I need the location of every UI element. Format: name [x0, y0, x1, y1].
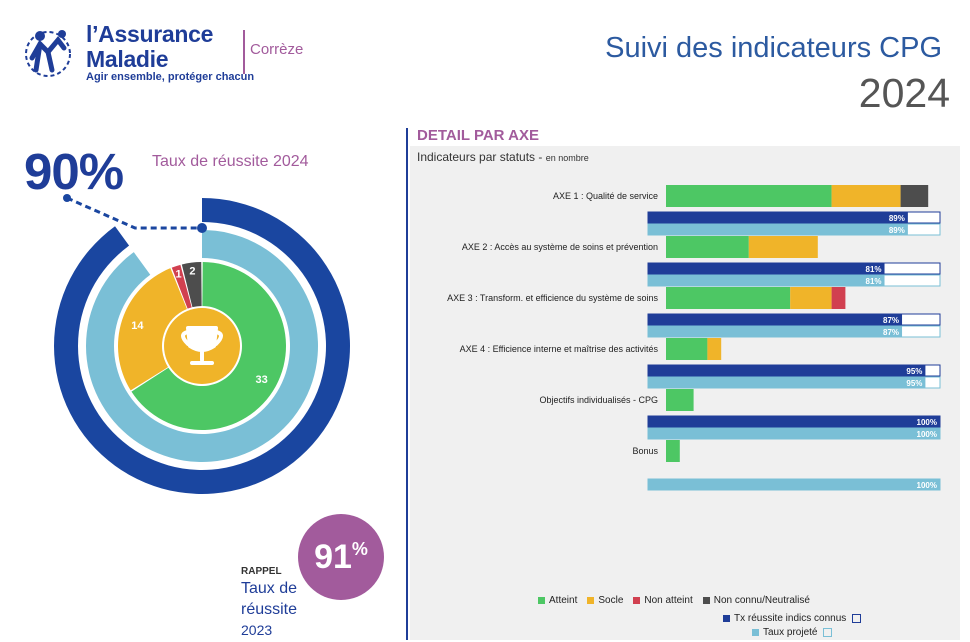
- legend-label: Non atteint: [644, 595, 693, 606]
- panel-subtitle-unit: en nombre: [545, 153, 589, 163]
- rate-tp-bar-3: [648, 377, 926, 388]
- panel-subtitle: Indicateurs par statuts - en nombre: [417, 150, 589, 164]
- success-rate-label: Taux de réussite 2024: [152, 153, 309, 170]
- bar-2-1: [790, 287, 832, 309]
- rappel-label-line-2: réussite 2023: [241, 599, 331, 641]
- rate-tx-bar-0: [648, 212, 908, 223]
- category-label: AXE 3 : Transform. et efficience du syst…: [447, 293, 658, 303]
- rappel-rate-value: 91: [314, 537, 352, 576]
- legend-item-socle: Socle: [587, 595, 623, 606]
- trophy-base: [190, 350, 214, 365]
- rate-tx-bar-4: [648, 416, 940, 427]
- bar-0-3: [900, 185, 929, 207]
- rate-tp-bar-4: [648, 428, 940, 439]
- brand-name-line-1: l’Assurance: [86, 21, 214, 47]
- brand-name: l’Assurance Maladie: [86, 22, 213, 72]
- success-rate-value: 90%: [24, 143, 124, 200]
- rappel-title: RAPPEL: [241, 566, 282, 577]
- category-label: Objectifs individualisés - CPG: [539, 395, 658, 405]
- rate-tx-label-2: 87%: [883, 316, 899, 325]
- rappel-year: 2023: [241, 622, 273, 638]
- bar-3-1: [707, 338, 722, 360]
- page-title: Suivi des indicateurs CPG: [605, 32, 942, 64]
- rate-tp-bar-1: [648, 275, 885, 286]
- rate-tp-bar-0: [648, 224, 908, 235]
- rate-tp-label-5: 100%: [917, 481, 937, 490]
- bar-chart-legend: Atteint Socle Non atteint Non connu/Neut…: [538, 595, 820, 606]
- panel-title: DETAIL PAR AXE: [417, 127, 539, 144]
- slice-label-0: 33: [255, 374, 267, 386]
- slice-label-3: 2: [189, 266, 195, 278]
- legend-item-tx-connus: Tx réussite indics connus: [723, 613, 862, 624]
- rate-tp-label-3: 95%: [906, 379, 922, 388]
- brand-logo-icon: [25, 30, 71, 77]
- trophy-handles: [181, 330, 223, 346]
- bar-3-0: [666, 338, 708, 360]
- rate-leader-line: [66, 196, 202, 230]
- slice-label-2: 1: [175, 269, 181, 281]
- bar-2-0: [666, 287, 791, 309]
- rate-tp-bar-2: [648, 326, 903, 337]
- bar-0-0: [666, 185, 832, 207]
- panel-subtitle-text: Indicateurs par statuts -: [417, 150, 546, 164]
- rate-tx-label-0: 89%: [889, 214, 905, 223]
- brand-department: Corrèze: [250, 41, 304, 58]
- brand-tagline: Agir ensemble, protéger chacun: [86, 71, 255, 83]
- brand-divider: [243, 30, 245, 74]
- rate-tx-label-3: 95%: [906, 367, 922, 376]
- category-label: AXE 1 : Qualité de service: [553, 191, 658, 201]
- rate-tx-bar-3: [648, 365, 926, 376]
- bar-4-0: [666, 389, 694, 411]
- legend-item-taux-projete: Taux projeté: [752, 627, 833, 638]
- rappel-rate-suffix: %: [351, 538, 368, 559]
- category-label: Bonus: [632, 446, 658, 456]
- slice-label-1: 14: [131, 320, 144, 332]
- rate-tx-label-4: 100%: [917, 418, 937, 427]
- rappel-rate-badge: 91%: [298, 514, 384, 600]
- rate-tp-bar-5: [648, 479, 940, 490]
- slice-3: [181, 262, 202, 308]
- category-label: AXE 4 : Efficience interne et maîtrise d…: [460, 344, 659, 354]
- panel-divider: [406, 128, 408, 640]
- rate-tx-bar-1: [648, 263, 885, 274]
- legend-item-non-atteint: Non atteint: [633, 595, 693, 606]
- legend-item-atteint: Atteint: [538, 595, 577, 606]
- bar-2-2: [831, 287, 846, 309]
- brand-name-line-2: Maladie: [86, 46, 169, 72]
- bar-1-1: [748, 236, 818, 258]
- bar-5-0: [666, 440, 680, 462]
- category-label: AXE 2 : Accès au système de soins et pré…: [462, 242, 658, 252]
- slice-1: [118, 268, 187, 391]
- slice-0: [131, 262, 286, 430]
- legend-label: Socle: [598, 595, 624, 606]
- leader-start-dot: [63, 194, 71, 202]
- axis-bar-chart: AXE 1 : Qualité de service 89% 89% AXE 2 : …: [447, 185, 941, 491]
- bar-1-0: [666, 236, 749, 258]
- legend-label: Tx réussite indics connus: [734, 613, 847, 624]
- legend-label: Atteint: [549, 595, 578, 606]
- rate-tp-label-4: 100%: [917, 430, 937, 439]
- leader-end-dot: [197, 223, 207, 233]
- rappel-label-word: réussite: [241, 601, 298, 618]
- rappel-label: Taux de réussite 2023: [241, 578, 331, 641]
- trophy-icon: [181, 326, 223, 365]
- rappel-label-line-1: Taux de: [241, 580, 298, 597]
- legend-label: Taux projeté: [763, 627, 818, 638]
- trophy-cup: [186, 326, 218, 352]
- rate-tp-label-0: 89%: [889, 226, 905, 235]
- status-donut-chart: 33 14 1 2: [53, 194, 350, 495]
- page-year: 2024: [858, 70, 950, 116]
- bar-0-1: [831, 185, 901, 207]
- rate-tp-label-1: 81%: [866, 277, 882, 286]
- legend-item-non-connu: Non connu/Neutralisé: [702, 595, 810, 606]
- rate-tx-label-1: 81%: [866, 265, 882, 274]
- rate-tx-bar-2: [648, 314, 903, 325]
- rate-tp-label-2: 87%: [883, 328, 899, 337]
- legend-label: Non connu/Neutralisé: [713, 595, 810, 606]
- slice-2: [171, 264, 192, 309]
